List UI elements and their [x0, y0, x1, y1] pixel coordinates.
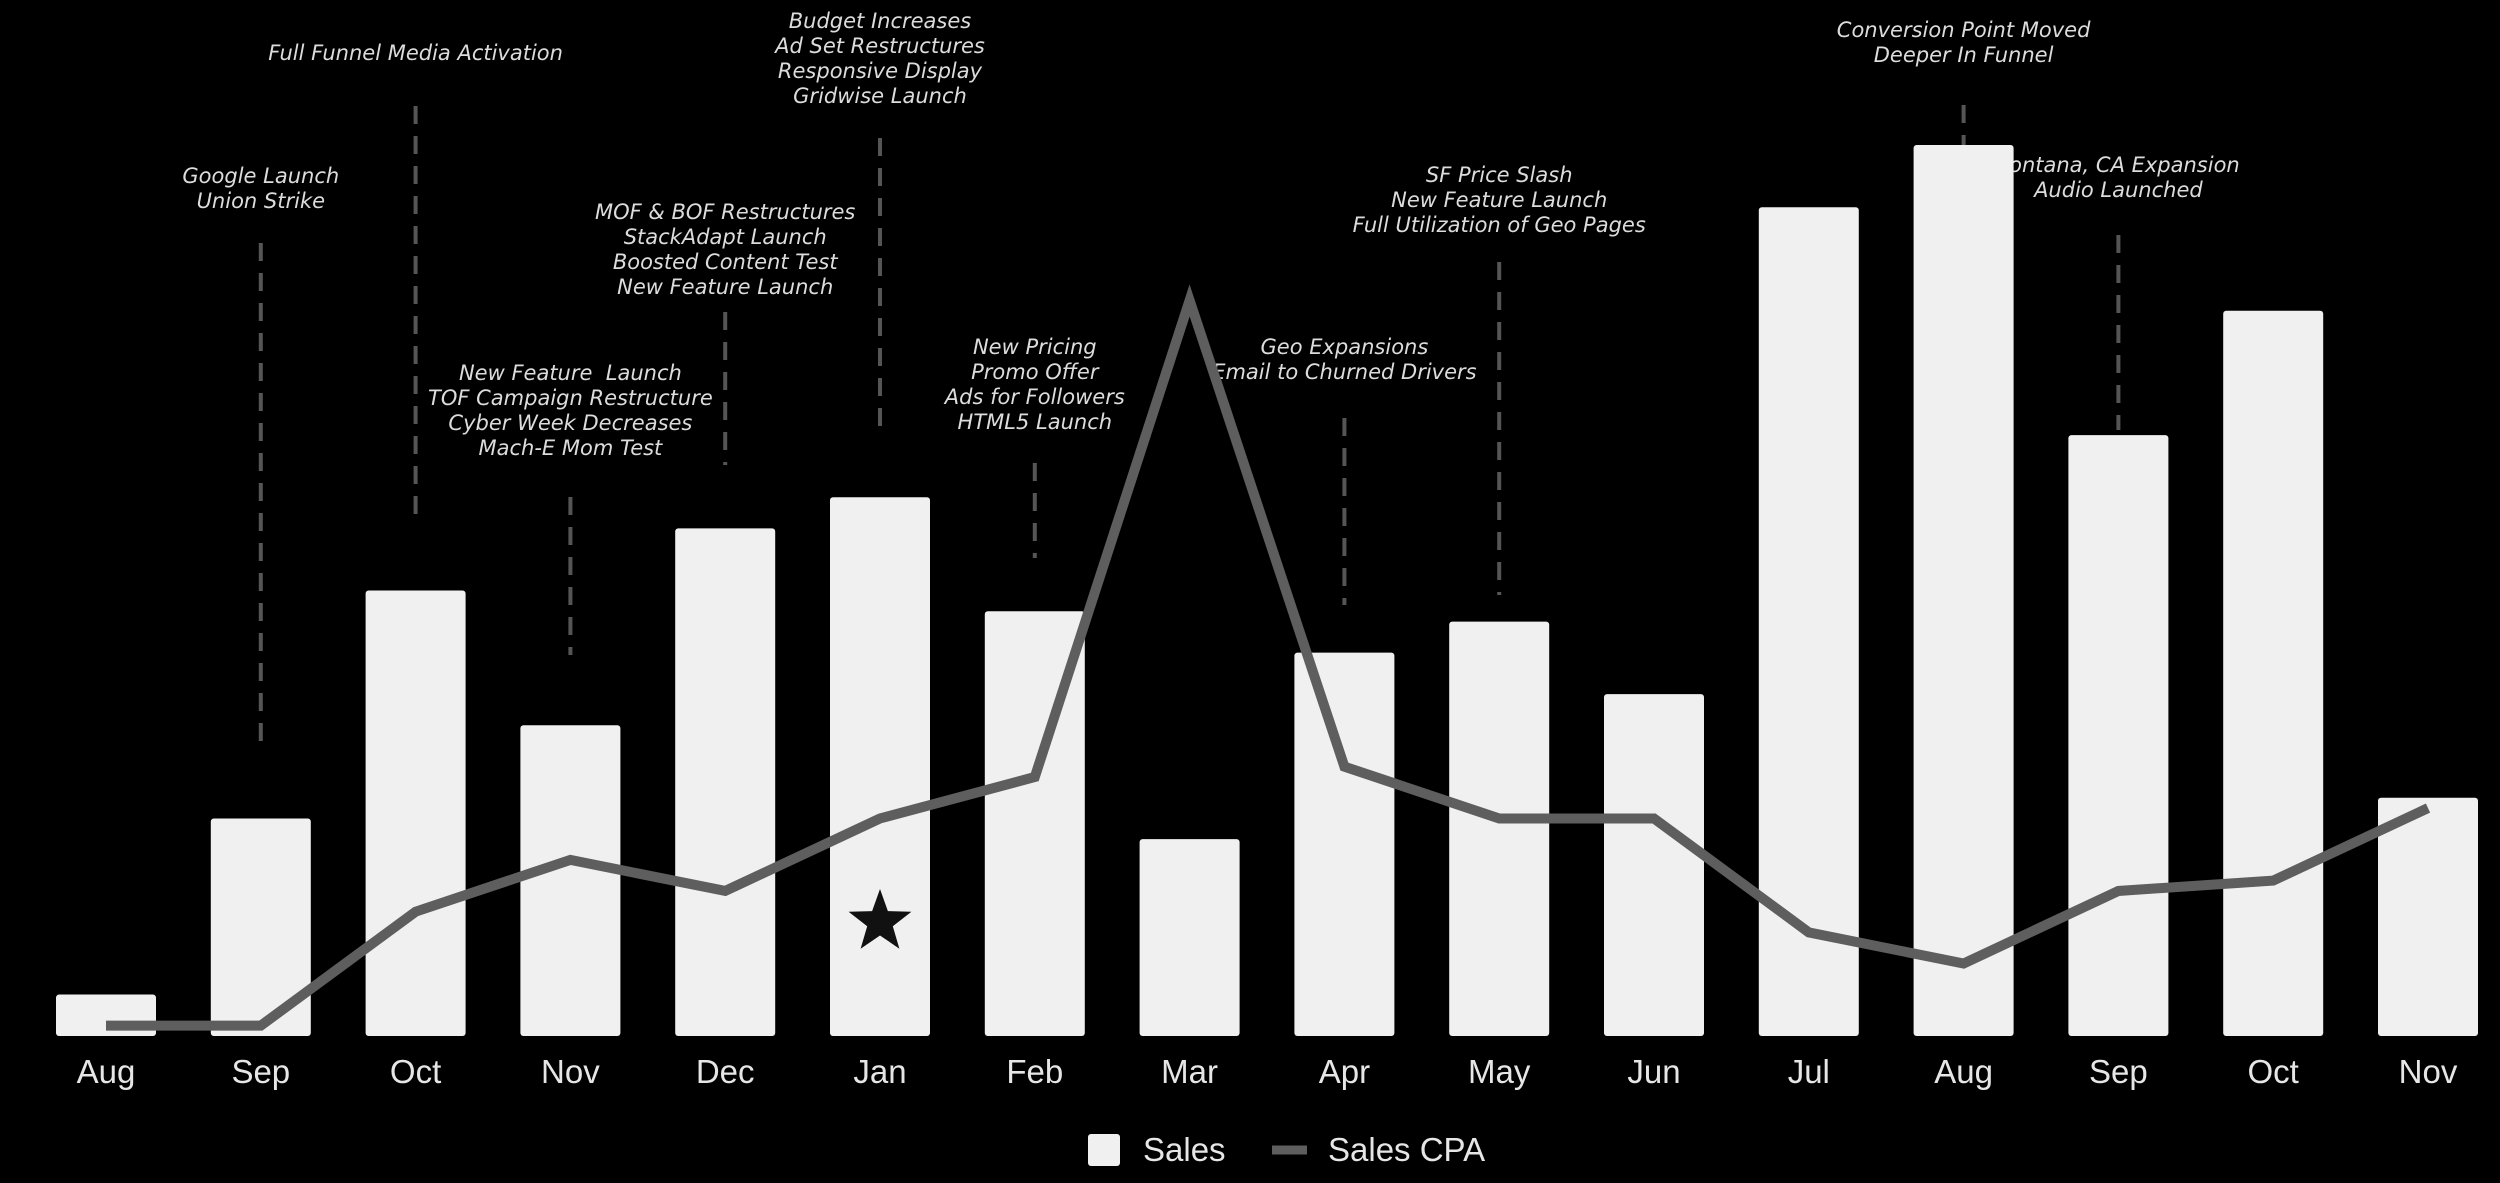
x-tick-label: Mar [1161, 1053, 1218, 1090]
x-tick-label: Aug [77, 1053, 136, 1090]
sales-bar [1913, 145, 2014, 1037]
x-tick-label: Apr [1319, 1053, 1370, 1090]
sales-bars [56, 145, 2478, 1037]
sales-bar [1604, 694, 1704, 1036]
annotation-line: Responsive Display [778, 59, 983, 83]
annotation-line: Promo Offer [971, 360, 1100, 384]
x-tick-label: Oct [2248, 1053, 2299, 1090]
annotation-line: New Feature Launch [1391, 188, 1607, 212]
annotation-line: MOF & BOF Restructures [595, 200, 855, 224]
annotation-text: MOF & BOF Restructures StackAdapt Launch B… [595, 200, 855, 299]
x-tick-label: Feb [1006, 1053, 1063, 1090]
sales-bar [365, 590, 466, 1036]
annotation-line: Conversion Point Moved [1837, 18, 2091, 42]
x-axis-ticks: Aug Sep Oct Nov Dec Jan Feb Mar Apr May Jun Jul Aug S… [77, 1053, 2458, 1090]
x-tick-label: Nov [2399, 1053, 2458, 1090]
annotation-line: New Feature Launch [617, 275, 833, 299]
x-tick-label: Jul [1788, 1053, 1830, 1090]
sales-bar [1139, 839, 1240, 1036]
sales-bar [984, 611, 1085, 1036]
annotation-line: Budget Increases [789, 9, 972, 33]
legend-sales-cpa-label: Sales CPA [1328, 1131, 1485, 1168]
annotation-line: Boosted Content Test [613, 250, 838, 274]
annotation-text: Fontana, CA Expansion Audio Launched [1997, 153, 2240, 202]
sales-bar [2378, 797, 2478, 1036]
x-tick-label: Jun [1627, 1053, 1680, 1090]
annotation-line: Cyber Week Decreases [448, 411, 692, 435]
annotation-line: Audio Launched [2032, 178, 2203, 202]
sales-cpa-line-layer [106, 284, 2431, 1031]
sales-bar [520, 725, 621, 1036]
annotation-text: Geo Expansions Email to Churned Drivers [1212, 335, 1476, 384]
sales-bar [675, 528, 776, 1036]
sales-cpa-line [106, 284, 2431, 1031]
sales-bar [210, 818, 311, 1036]
annotation-line: Email to Churned Drivers [1212, 360, 1476, 384]
x-tick-label: Dec [696, 1053, 755, 1090]
x-tick-label: Jan [853, 1053, 906, 1090]
legend-sales-swatch [1088, 1134, 1120, 1166]
annotation-line: HTML5 Launch [958, 410, 1113, 434]
annotation-text: Full Funnel Media Activation [268, 41, 563, 65]
x-tick-label: Sep [231, 1053, 290, 1090]
sales-bar [1294, 652, 1395, 1036]
sales-bar [2223, 310, 2324, 1036]
annotation-line: Fontana, CA Expansion [1997, 153, 2240, 177]
annotation-line: Ad Set Restructures [773, 34, 985, 58]
annotation-text: New Pricing Promo Offer Ads for Followers H… [943, 335, 1125, 434]
star-icon [848, 889, 912, 949]
sales-bar [1449, 621, 1550, 1036]
x-tick-label: Aug [1934, 1053, 1993, 1090]
annotation-text: Google Launch Union Strike [182, 164, 339, 213]
annotation-line: Mach-E Mom Test [479, 436, 664, 460]
x-tick-label: Oct [390, 1053, 441, 1090]
annotation-line: Union Strike [197, 189, 325, 213]
annotation-line: New Feature Launch [459, 361, 682, 385]
markers-layer [848, 889, 912, 949]
annotations-layer: Google Launch Union Strike Full Funnel Med… [182, 9, 2240, 745]
annotation-text: SF Price Slash New Feature Launch Full Uti… [1353, 163, 1646, 237]
annotation-text: Conversion Point Moved Deeper In Funnel [1837, 18, 2091, 67]
annotation-line: Ads for Followers [943, 385, 1125, 409]
annotation-line: StackAdapt Launch [624, 225, 827, 249]
annotation-line: Google Launch [182, 164, 339, 188]
annotation-text: New Feature Launch TOF Campaign Restructu… [428, 361, 713, 460]
sales-bar [830, 497, 930, 1036]
annotation-line: Full Utilization of Geo Pages [1353, 213, 1646, 237]
annotation-line: Geo Expansions [1261, 335, 1429, 359]
sales-bar [2068, 435, 2169, 1036]
sales-bar [1758, 207, 1859, 1036]
annotation-line: Deeper In Funnel [1874, 43, 2054, 67]
x-tick-label: May [1468, 1053, 1531, 1090]
x-tick-label: Sep [2089, 1053, 2148, 1090]
legend-sales-label: Sales [1143, 1131, 1226, 1168]
annotation-line: TOF Campaign Restructure [428, 386, 713, 410]
annotation-line: Full Funnel Media Activation [268, 41, 563, 65]
annotation-line: New Pricing [973, 335, 1097, 359]
annotation-line: SF Price Slash [1426, 163, 1573, 187]
x-tick-label: Nov [541, 1053, 600, 1090]
annotation-line: Gridwise Launch [793, 84, 967, 108]
legend: Sales Sales CPA [1088, 1131, 1485, 1168]
annotation-text: Budget Increases Ad Set Restructures Respo… [773, 9, 985, 108]
